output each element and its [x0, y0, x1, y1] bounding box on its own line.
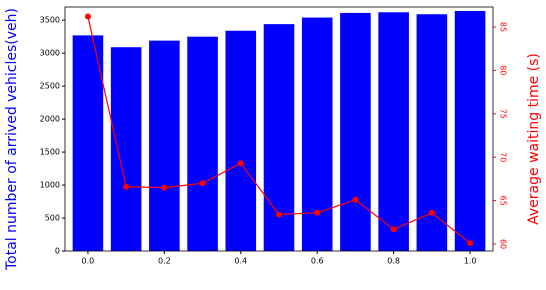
bar	[340, 12, 371, 251]
point	[390, 226, 397, 233]
point	[237, 160, 244, 167]
point	[467, 240, 474, 247]
bar	[454, 10, 486, 251]
point	[276, 211, 282, 218]
y-tick-label: 3000	[40, 49, 60, 58]
point	[123, 183, 130, 190]
y-tick-label: 1500	[40, 148, 60, 157]
y2-tick-label: 60	[499, 239, 508, 249]
x-tick-label: 0.4	[234, 257, 247, 266]
point	[314, 209, 321, 216]
y-tick-label: 0	[55, 247, 60, 256]
bar	[301, 17, 333, 252]
y-tick-label: 1000	[40, 181, 60, 190]
plot-frame	[64, 6, 494, 252]
x-tick-label: 0.2	[158, 257, 171, 266]
bar	[149, 40, 180, 251]
y2-tick-label: 70	[499, 152, 508, 162]
y2-tick-label: 65	[499, 196, 508, 206]
point	[428, 209, 435, 216]
x-tick-label: 0.0	[82, 257, 95, 266]
x-tick-label: 0.8	[387, 257, 400, 266]
point	[352, 196, 359, 203]
y2-tick-label: 75	[499, 109, 508, 119]
point	[161, 184, 168, 191]
x-tick-label: 1.0	[464, 257, 477, 266]
bar	[225, 30, 257, 251]
y-tick-label: 500	[45, 214, 60, 223]
y2-tick-label: 85	[499, 22, 508, 32]
y-tick-label: 2000	[40, 115, 60, 124]
y2-tick-label: 80	[499, 65, 508, 75]
point	[84, 13, 91, 20]
x-tick-label: 0.6	[311, 257, 324, 266]
y-tick-label: 2500	[40, 82, 60, 91]
bar	[378, 12, 409, 251]
bar	[110, 47, 142, 252]
bar	[187, 36, 218, 251]
y2-axis-label: Average waiting time (s)	[526, 53, 542, 225]
y-tick-label: 3500	[40, 16, 60, 25]
point	[199, 180, 206, 187]
y-axis-label: Total number of arrived vehicles(veh)	[4, 8, 20, 271]
bar	[72, 35, 104, 252]
